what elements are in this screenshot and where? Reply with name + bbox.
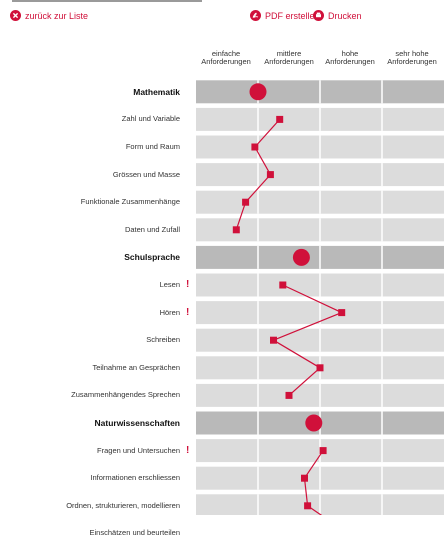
competence-label: Einschätzen und beurteilen bbox=[89, 528, 180, 537]
column-header-line1: hohe bbox=[341, 49, 359, 58]
competence-level-marker[interactable] bbox=[316, 364, 324, 372]
competence-level-marker[interactable] bbox=[279, 281, 287, 289]
print-button[interactable]: Drucken bbox=[313, 10, 362, 21]
profile-line-segment bbox=[254, 118, 281, 148]
profile-line-segment bbox=[245, 174, 271, 203]
profile-line-segment bbox=[273, 312, 342, 341]
column-header-line2: Anforderungen bbox=[201, 57, 251, 66]
competence-label: Informationen erschliessen bbox=[90, 473, 180, 483]
competence-level-marker[interactable] bbox=[276, 115, 284, 123]
profile-line-segment bbox=[303, 478, 309, 506]
subject-heading: Mathematik bbox=[133, 86, 180, 97]
column-header-easy: einfache Anforderungen bbox=[193, 50, 259, 66]
column-header-line2: Anforderungen bbox=[325, 57, 375, 66]
profile-line-segment bbox=[254, 146, 271, 175]
back-to-list-link[interactable]: zurück zur Liste bbox=[10, 10, 88, 21]
back-to-list-label: zurück zur Liste bbox=[25, 10, 89, 21]
pdf-icon bbox=[250, 10, 261, 21]
competence-label: Grössen und Masse bbox=[112, 169, 180, 179]
competence-label: Funktionale Zusammenhänge bbox=[80, 197, 180, 207]
warning-icon[interactable]: ! bbox=[186, 279, 190, 290]
competence-label: Lesen bbox=[159, 280, 180, 289]
column-header-medium: mittlere Anforderungen bbox=[256, 50, 322, 66]
warning-icon[interactable]: ! bbox=[186, 306, 190, 318]
column-header-line2: Anforderungen bbox=[264, 57, 314, 66]
subject-heading: Naturwissenschaften bbox=[94, 418, 181, 428]
profile-line-segment bbox=[235, 202, 247, 230]
competence-profile-chart bbox=[196, 80, 444, 515]
create-pdf-button[interactable]: PDF erstellen bbox=[250, 10, 320, 21]
competence-level-marker[interactable] bbox=[242, 198, 250, 206]
close-circle-icon bbox=[10, 10, 21, 21]
column-header-line1: mittlere bbox=[276, 49, 302, 58]
column-headers: einfache Anforderungen mittlere Anforder… bbox=[0, 50, 444, 72]
competence-level-marker[interactable] bbox=[266, 171, 274, 179]
cropped-title bbox=[12, 0, 202, 2]
printer-icon bbox=[313, 10, 324, 21]
competence-label: Zahl und Variable bbox=[121, 114, 180, 124]
competence-label: Teilnahme an Gesprächen bbox=[92, 362, 180, 372]
competence-level-marker[interactable] bbox=[338, 309, 346, 317]
competence-label: Zusammenhängendes Sprechen bbox=[71, 390, 180, 400]
competence-level-marker[interactable] bbox=[301, 474, 308, 482]
subject-heading: Schulsprache bbox=[124, 252, 180, 263]
print-label: Drucken bbox=[328, 10, 362, 21]
subject-level-dot[interactable] bbox=[249, 83, 267, 101]
column-header-line1: sehr hohe bbox=[395, 49, 429, 58]
competence-label: Form und Raum bbox=[125, 142, 180, 151]
column-header-very-high: sehr hohe Anforderungen bbox=[379, 50, 444, 66]
subject-level-dot[interactable] bbox=[305, 414, 323, 432]
profile-line-segment bbox=[288, 367, 321, 396]
profile-line-segment bbox=[307, 505, 323, 515]
subject-level-dot[interactable] bbox=[292, 248, 310, 266]
competence-level-marker[interactable] bbox=[285, 391, 293, 399]
column-header-high: hohe Anforderungen bbox=[317, 50, 383, 66]
competence-label: Daten und Zufall bbox=[124, 224, 180, 234]
toolbar: zurück zur Liste PDF erstellen Drucken bbox=[0, 0, 444, 30]
competence-label: Hören bbox=[159, 307, 180, 317]
competence-level-marker[interactable] bbox=[232, 226, 240, 234]
competence-level-marker[interactable] bbox=[304, 502, 312, 510]
create-pdf-label: PDF erstellen bbox=[265, 10, 320, 21]
profile-line-segment bbox=[304, 450, 324, 479]
column-header-line1: einfache bbox=[211, 49, 241, 58]
column-header-line2: Anforderungen bbox=[387, 57, 437, 66]
competence-level-marker[interactable] bbox=[251, 143, 259, 151]
competence-label: Fragen und Untersuchen bbox=[97, 445, 180, 455]
competence-label: Ordnen, strukturieren, modellieren bbox=[66, 500, 180, 510]
competence-level-marker[interactable] bbox=[319, 447, 327, 455]
competence-label: Schreiben bbox=[146, 335, 180, 345]
warning-icon[interactable]: ! bbox=[186, 444, 190, 456]
competence-level-marker[interactable] bbox=[270, 336, 277, 344]
profile-line-segment bbox=[273, 339, 321, 369]
profile-line-segment bbox=[282, 284, 342, 314]
